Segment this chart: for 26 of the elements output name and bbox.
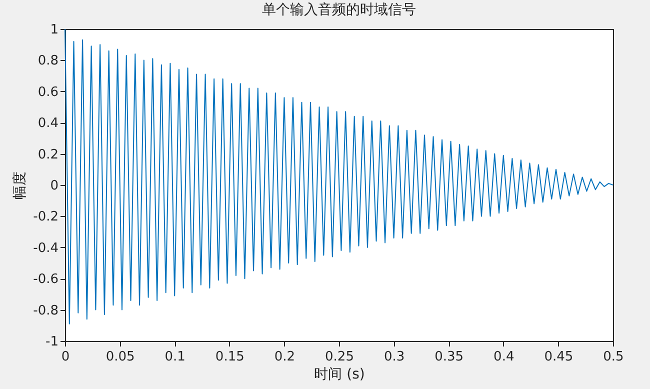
y-tick-label: 1 xyxy=(50,22,58,38)
x-tick-label: 0.45 xyxy=(544,350,574,364)
line-series xyxy=(64,28,614,324)
y-tick-label: 0 xyxy=(50,178,58,194)
y-tick-label: -1 xyxy=(46,334,58,350)
x-tick-label: 0.35 xyxy=(434,350,464,364)
x-tick-label: 0.25 xyxy=(325,350,354,364)
x-tick-label: 0.15 xyxy=(215,350,244,364)
x-tick-label: 0.5 xyxy=(603,350,624,364)
y-tick-label: -0.6 xyxy=(33,272,58,288)
y-tick-label: 0.8 xyxy=(38,54,58,69)
x-tick-label: 0.2 xyxy=(274,350,296,364)
x-tick-label: 0 xyxy=(61,350,70,364)
chart-title: 单个输入音频的时域信号 xyxy=(262,2,416,18)
x-tick-label: 0.4 xyxy=(494,350,514,364)
y-tick-label: -0.4 xyxy=(33,240,58,256)
y-axis-title: 幅度 xyxy=(12,172,28,200)
x-tick-label: 0.1 xyxy=(164,350,186,364)
x-tick-label: 0.3 xyxy=(384,350,405,364)
x-axis-title: 时间 (s) xyxy=(314,366,365,382)
y-tick-label: 0.2 xyxy=(38,147,58,162)
y-tick-label: -0.2 xyxy=(33,210,58,225)
y-tick-label: 0.6 xyxy=(38,84,58,100)
x-tick-label: 0.05 xyxy=(106,350,135,364)
y-tick-label: 0.4 xyxy=(38,116,58,132)
y-tick-label: -0.8 xyxy=(33,303,58,318)
